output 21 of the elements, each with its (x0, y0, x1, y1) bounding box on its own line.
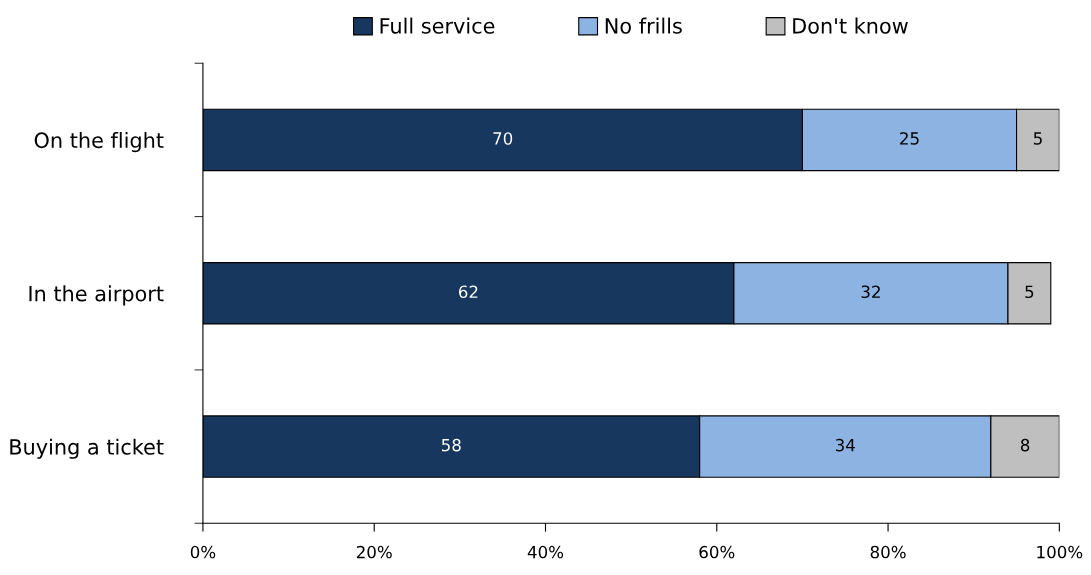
x-tick-label: 60% (699, 545, 735, 559)
x-tick-label: 80% (870, 545, 906, 559)
data-label: 58 (441, 438, 461, 452)
data-label: 62 (458, 285, 478, 299)
data-label: 25 (900, 132, 919, 145)
data-label: 8 (1020, 438, 1030, 452)
legend-label: No frills (605, 17, 682, 34)
data-label: 34 (835, 438, 855, 452)
legend-label: Full service (380, 17, 495, 34)
data-label: 5 (1033, 132, 1042, 145)
x-tick-label: 100% (1037, 545, 1083, 559)
data-label: 70 (493, 132, 513, 145)
y-tick-label: On the flight (34, 132, 164, 153)
x-tick-label: 40% (527, 545, 564, 559)
x-tick-label: 20% (356, 545, 392, 559)
data-label: 32 (861, 285, 880, 299)
y-tick-label: In the airport (29, 285, 164, 306)
x-tick-label: 0% (190, 545, 216, 559)
y-tick-label: Buying a ticket (10, 438, 164, 459)
data-label: 5 (1025, 285, 1034, 299)
legend-label: Don't know (793, 17, 908, 34)
